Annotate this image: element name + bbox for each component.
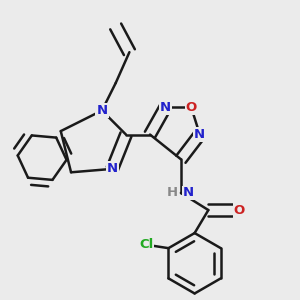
Text: N: N (194, 128, 205, 141)
Text: O: O (234, 204, 245, 217)
Text: N: N (160, 100, 171, 114)
Text: Cl: Cl (139, 238, 153, 251)
Text: O: O (186, 100, 197, 114)
Text: N: N (96, 104, 107, 117)
Text: N: N (107, 162, 118, 176)
Text: N: N (183, 186, 194, 200)
Text: H: H (167, 186, 178, 200)
